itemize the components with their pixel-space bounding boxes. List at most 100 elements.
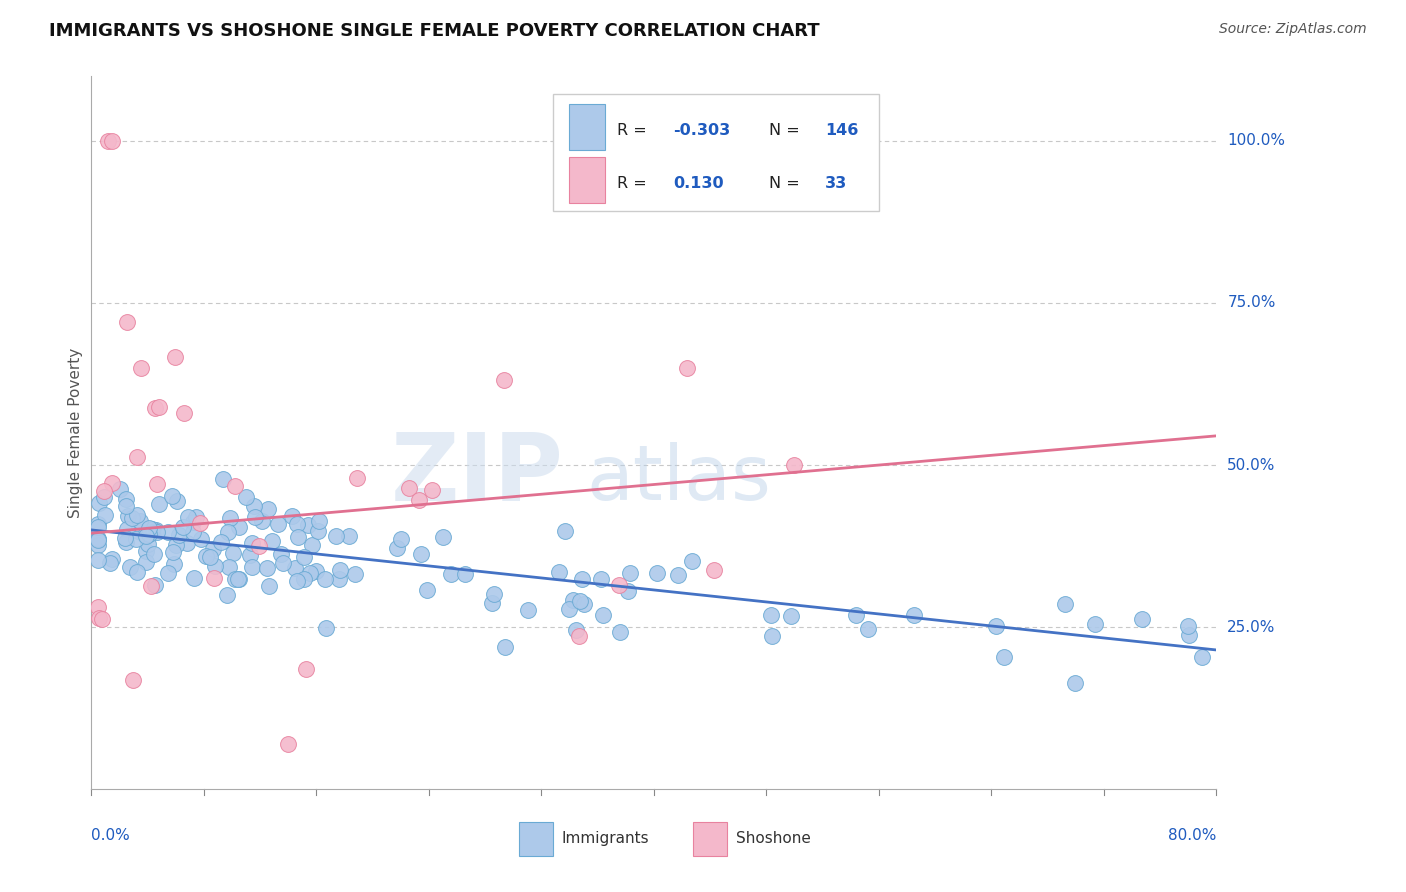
- Point: [100, 552, 122, 566]
- Point: [136, 537, 159, 551]
- Point: [285, 517, 308, 532]
- Point: [195, 549, 218, 564]
- Point: [217, 524, 239, 539]
- Point: [97, 134, 120, 148]
- Point: [492, 373, 515, 387]
- Text: 33: 33: [825, 176, 846, 191]
- Point: [780, 608, 803, 623]
- Point: [273, 556, 295, 570]
- Point: [256, 561, 278, 575]
- Point: [305, 564, 328, 578]
- Text: N =: N =: [769, 176, 804, 191]
- Point: [343, 567, 366, 582]
- Point: [125, 508, 148, 523]
- Point: [108, 483, 131, 497]
- Point: [297, 518, 319, 533]
- Point: [181, 524, 204, 539]
- Point: [415, 583, 437, 598]
- Text: Source: ZipAtlas.com: Source: ZipAtlas.com: [1219, 22, 1367, 37]
- Point: [703, 563, 725, 577]
- Text: Shoshone: Shoshone: [735, 831, 811, 847]
- Point: [127, 566, 149, 580]
- Point: [94, 508, 117, 523]
- Point: [385, 541, 408, 555]
- Point: [482, 587, 505, 601]
- Point: [240, 536, 263, 550]
- Text: ZIP: ZIP: [391, 429, 564, 522]
- Point: [135, 554, 157, 568]
- Point: [856, 622, 879, 636]
- Point: [146, 476, 169, 491]
- Point: [250, 514, 273, 528]
- Point: [235, 490, 257, 504]
- Y-axis label: Single Female Poverty: Single Female Poverty: [67, 348, 83, 517]
- Point: [568, 629, 591, 643]
- Text: 146: 146: [825, 123, 858, 138]
- Point: [420, 483, 443, 497]
- Point: [314, 573, 336, 587]
- Point: [186, 509, 208, 524]
- Point: [270, 547, 292, 561]
- Point: [993, 650, 1015, 665]
- Point: [243, 510, 266, 524]
- Point: [240, 560, 263, 574]
- Point: [143, 578, 166, 592]
- Point: [1084, 617, 1107, 632]
- Point: [256, 502, 278, 516]
- Point: [281, 508, 304, 523]
- Point: [243, 499, 266, 513]
- Point: [285, 574, 308, 588]
- Text: R =: R =: [617, 123, 651, 138]
- Point: [148, 497, 170, 511]
- Point: [315, 621, 337, 635]
- Point: [157, 524, 180, 539]
- Point: [162, 489, 184, 503]
- Point: [759, 608, 782, 623]
- Point: [135, 529, 157, 543]
- Point: [346, 471, 368, 485]
- Point: [87, 520, 110, 534]
- Point: [440, 567, 463, 582]
- Point: [408, 493, 430, 508]
- Point: [619, 566, 641, 581]
- Point: [198, 549, 221, 564]
- Point: [226, 572, 249, 586]
- Point: [98, 556, 121, 570]
- Point: [183, 570, 205, 584]
- Point: [389, 532, 412, 546]
- Point: [609, 625, 631, 640]
- Point: [114, 535, 136, 549]
- Point: [589, 572, 612, 586]
- Point: [127, 450, 149, 464]
- Text: 75.0%: 75.0%: [1227, 295, 1275, 310]
- Text: R =: R =: [617, 176, 651, 191]
- Point: [138, 521, 160, 535]
- Point: [188, 516, 211, 530]
- Point: [87, 532, 110, 546]
- Point: [204, 559, 226, 574]
- Point: [145, 401, 167, 415]
- Point: [564, 624, 586, 638]
- Point: [146, 525, 169, 540]
- Text: 25.0%: 25.0%: [1227, 620, 1275, 635]
- Point: [183, 515, 205, 529]
- Point: [87, 533, 110, 547]
- Point: [93, 490, 115, 504]
- Point: [141, 522, 163, 536]
- Point: [1063, 675, 1085, 690]
- Point: [87, 533, 110, 548]
- Point: [308, 514, 330, 528]
- Point: [148, 400, 170, 414]
- Text: Immigrants: Immigrants: [561, 831, 650, 847]
- Point: [247, 539, 270, 553]
- Point: [101, 134, 124, 148]
- FancyBboxPatch shape: [553, 94, 879, 211]
- Point: [114, 492, 136, 507]
- Text: IMMIGRANTS VS SHOSHONE SINGLE FEMALE POVERTY CORRELATION CHART: IMMIGRANTS VS SHOSHONE SINGLE FEMALE POV…: [49, 22, 820, 40]
- Point: [517, 603, 540, 617]
- Point: [121, 673, 143, 687]
- Point: [169, 528, 191, 542]
- Point: [124, 533, 146, 547]
- Point: [569, 593, 592, 607]
- Point: [209, 534, 232, 549]
